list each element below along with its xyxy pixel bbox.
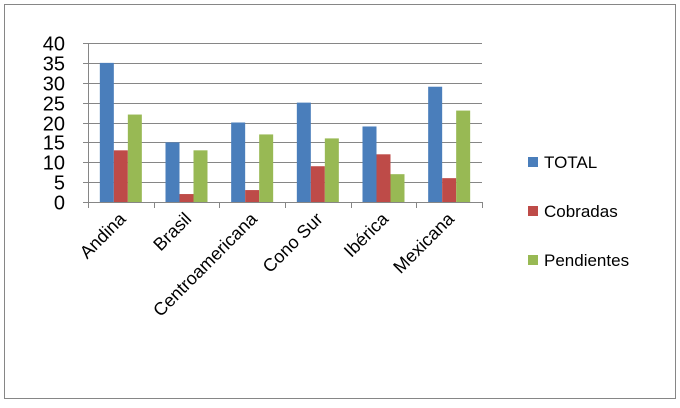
y-tick-label: 40	[43, 34, 65, 56]
bar-total-4	[362, 126, 377, 202]
gridlines	[88, 43, 482, 183]
y-tick-label: 20	[43, 114, 65, 136]
bar-cobradas-5	[442, 178, 457, 202]
bar-cobradas-1	[179, 194, 194, 202]
bar-total-3	[296, 102, 311, 202]
bar-pendientes-4	[390, 174, 405, 202]
bar-total-5	[428, 86, 443, 202]
y-tick-label: 25	[43, 94, 65, 116]
y-tick-label: 30	[43, 74, 65, 96]
y-tick-label: 15	[43, 133, 65, 155]
legend-swatch	[528, 206, 538, 216]
bar-cobradas-0	[113, 150, 128, 202]
legend: TOTAL Cobradas Pendientes	[528, 153, 629, 270]
bar-cobradas-2	[245, 190, 260, 202]
bar-total-2	[231, 122, 246, 202]
legend-label: Cobradas	[544, 202, 618, 221]
bar-pendientes-3	[324, 138, 339, 202]
legend-label: Pendientes	[544, 251, 629, 270]
bar-cobradas-3	[310, 166, 325, 202]
bar-pendientes-0	[127, 114, 142, 202]
y-tick-label: 10	[43, 153, 65, 175]
legend-swatch	[528, 255, 538, 265]
y-tick-label: 0	[54, 193, 65, 215]
bar-pendientes-2	[259, 134, 274, 202]
y-tick-label: 35	[43, 54, 65, 76]
legend-label: TOTAL	[544, 153, 597, 172]
bar-total-1	[165, 142, 180, 202]
bars	[99, 62, 471, 202]
y-tick-label: 5	[54, 173, 65, 195]
legend-swatch	[528, 157, 538, 167]
bar-total-0	[99, 62, 114, 202]
bar-cobradas-4	[376, 154, 391, 202]
bar-pendientes-1	[193, 150, 208, 202]
bar-pendientes-5	[456, 110, 471, 202]
